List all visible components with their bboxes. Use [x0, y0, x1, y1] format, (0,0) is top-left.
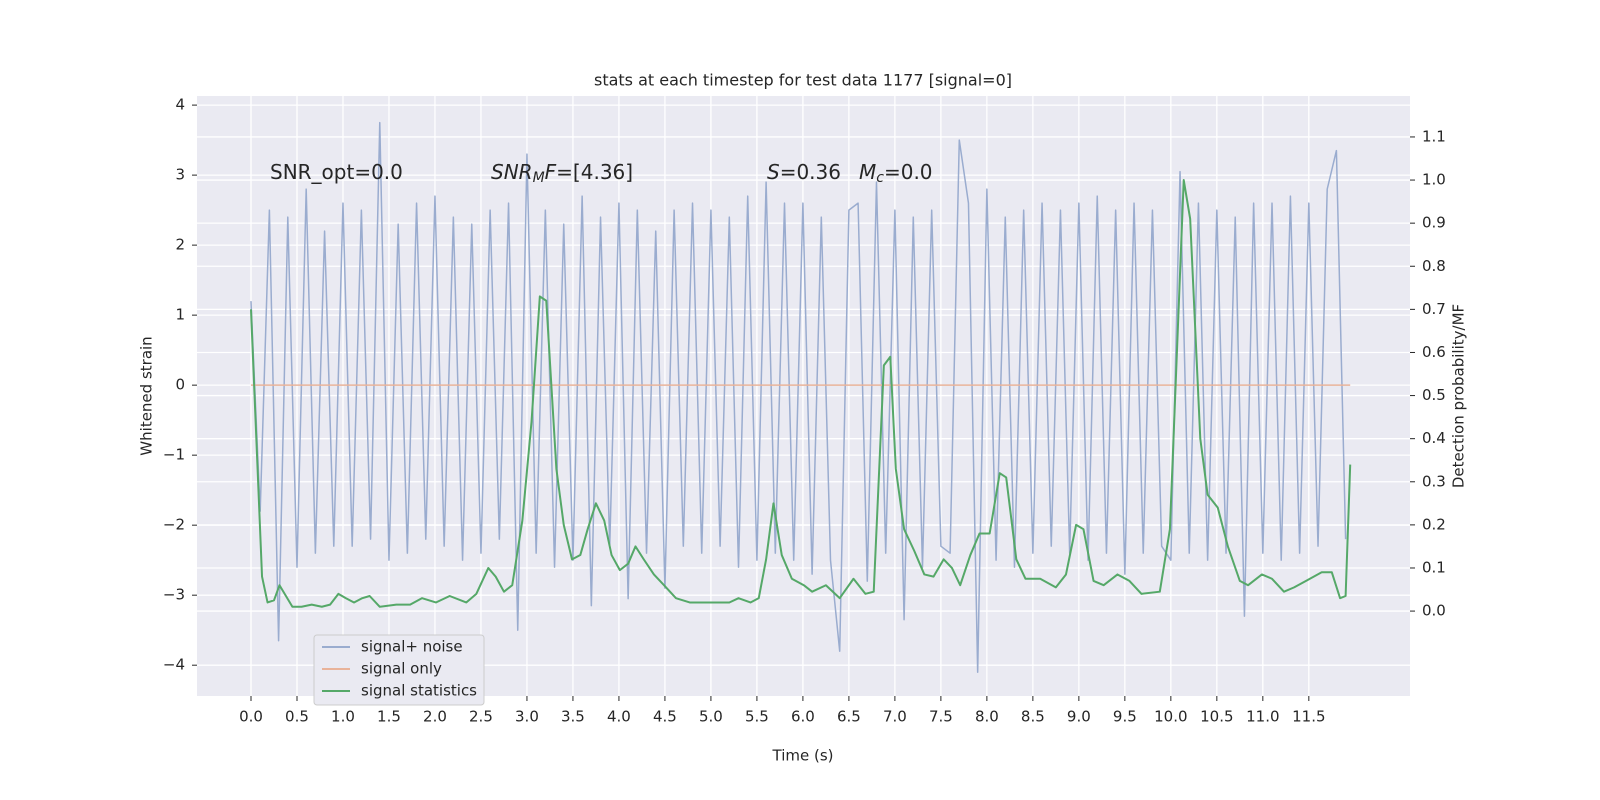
y2-tick-label: 0.6 — [1422, 343, 1446, 361]
x-tick-label: 2.5 — [469, 708, 493, 726]
x-tick-label: 1.0 — [331, 708, 355, 726]
y2-tick-label: 0.7 — [1422, 300, 1446, 318]
annotation-part: S — [767, 160, 780, 184]
y-tick-label: 0 — [175, 376, 185, 394]
annotation-part: F — [545, 160, 557, 184]
y2-tick-label: 0.2 — [1422, 515, 1446, 533]
x-tick-label: 7.5 — [929, 708, 953, 726]
y2-tick-label: 0.9 — [1422, 214, 1446, 232]
x-tick-label: 4.5 — [653, 708, 677, 726]
y-tick-label: 1 — [175, 306, 185, 324]
x-tick-label: 9.5 — [1113, 708, 1137, 726]
x-tick-label: 3.0 — [515, 708, 539, 726]
x-tick-label: 8.0 — [975, 708, 999, 726]
y2-tick-label: 0.4 — [1422, 429, 1446, 447]
series-line — [250, 121, 1347, 673]
y-axis-label: Whitened strain — [138, 336, 156, 455]
y-tick-label: 4 — [175, 96, 185, 114]
y2-tick-label: 1.0 — [1422, 171, 1446, 189]
annotation: SNRMF=[4.36] — [491, 160, 633, 187]
x-tick-label: 2.0 — [423, 708, 447, 726]
annotation-part: M — [533, 170, 545, 186]
x-tick-label: 11.0 — [1246, 708, 1279, 726]
x-axis-label: Time (s) — [772, 747, 834, 765]
y-tick-label: −3 — [163, 586, 185, 604]
y2-tick-label: 0.8 — [1422, 257, 1446, 275]
x-tick-label: 8.5 — [1021, 708, 1045, 726]
x-tick-label: 7.0 — [883, 708, 907, 726]
x-tick-label: 0.5 — [285, 708, 309, 726]
y2-tick-label: 0.5 — [1422, 386, 1446, 404]
y-tick-label: −4 — [163, 656, 185, 674]
annotation: S=0.36 — [767, 160, 841, 184]
y2-tick-label: 0.1 — [1422, 558, 1446, 576]
x-tick-label: 6.0 — [791, 708, 815, 726]
annotation: SNR_opt=0.0 — [270, 160, 403, 184]
annotation-part: =0.36 — [780, 160, 841, 184]
x-tick-label: 9.0 — [1067, 708, 1091, 726]
x-tick-label: 5.0 — [699, 708, 723, 726]
y2-tick-label: 0.0 — [1422, 602, 1446, 620]
legend-label: signal statistics — [361, 682, 477, 700]
annotation: Mc=0.0 — [859, 160, 933, 187]
annotation-part: c — [876, 170, 884, 186]
x-tick-label: 10.5 — [1200, 708, 1233, 726]
x-tick-label: 4.0 — [607, 708, 631, 726]
x-tick-label: 1.5 — [377, 708, 401, 726]
chart-title: stats at each timestep for test data 117… — [594, 71, 1012, 90]
x-tick-label: 10.0 — [1154, 708, 1187, 726]
y2-tick-label: 0.3 — [1422, 472, 1446, 490]
x-tick-label: 0.0 — [239, 708, 263, 726]
legend-label: signal+ noise — [361, 638, 463, 656]
y-tick-label: −1 — [163, 446, 185, 464]
series-line — [249, 179, 1352, 608]
y2-tick-label: 1.1 — [1422, 127, 1446, 145]
x-tick-label: 5.5 — [745, 708, 769, 726]
x-tick-label: 11.5 — [1292, 708, 1325, 726]
x-tick-label: 6.5 — [837, 708, 861, 726]
legend-box — [313, 634, 485, 706]
legend-label: signal only — [361, 660, 442, 678]
annotation-part: =0.0 — [884, 160, 933, 184]
y-tick-label: 3 — [175, 166, 185, 184]
y-tick-label: −2 — [163, 516, 185, 534]
annotation-part: SNR — [491, 160, 533, 184]
annotation-part: SNR_opt=0.0 — [270, 160, 403, 184]
annotation-part: =[4.36] — [556, 160, 633, 184]
y-tick-label: 2 — [175, 236, 185, 254]
annotation-part: M — [859, 160, 876, 184]
x-tick-label: 3.5 — [561, 708, 585, 726]
y2-axis-label: Detection probability/MF — [1450, 304, 1468, 488]
